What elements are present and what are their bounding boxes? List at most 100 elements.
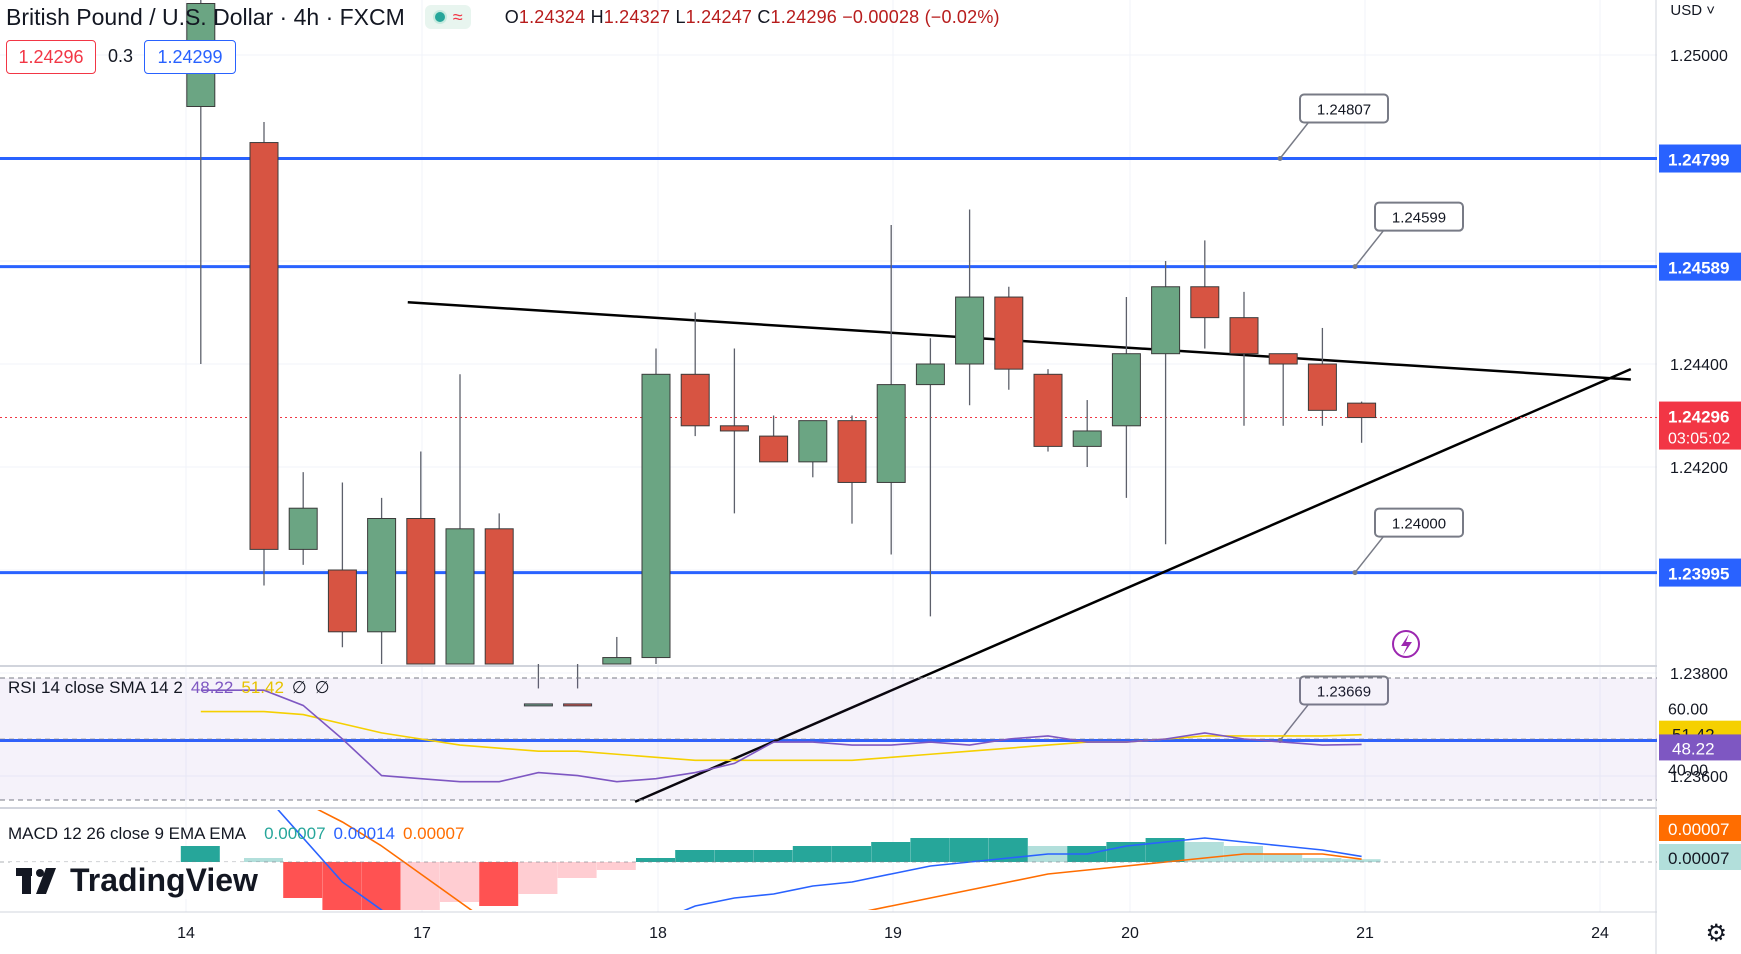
macd-hist-bar (1106, 842, 1146, 862)
candle (249, 121, 279, 586)
price-axis[interactable]: 1.25000 1.24400 1.24200 1.23800 1.23600 1.247… (1657, 0, 1741, 954)
tradingview-logo[interactable]: TradingView (10, 862, 264, 899)
candle (680, 312, 710, 437)
candle (1307, 327, 1337, 426)
rsi-extra-2: ∅ (314, 678, 330, 697)
horizontal-levels[interactable]: 1.24807 1.24599 1.24000 1.23669 (0, 93, 1660, 743)
rsi-extra-1: ∅ (291, 678, 307, 697)
macd-hist-bar (871, 842, 911, 862)
currency-selector[interactable]: USD ˅ (1670, 2, 1715, 19)
candle-body (1111, 353, 1141, 427)
ohlc-readout: O1.24324 H1.24327 L1.24247 C1.24296 −0.0… (504, 6, 1000, 27)
macd-hist-bar (283, 862, 323, 898)
price-tick: 1.23800 (1670, 666, 1728, 683)
candle (1347, 401, 1377, 443)
macd-hist-bar (792, 846, 832, 862)
macd-legend[interactable]: MACD 12 26 close 9 EMA EMA 0.00007 0.000… (8, 824, 464, 844)
candle (288, 472, 318, 565)
rsi-value: 48.22 (190, 678, 234, 697)
sell-button[interactable]: 1.24296 (6, 40, 96, 74)
candles (186, 0, 1377, 707)
callout-box (1299, 675, 1389, 706)
callout-anchor (1352, 264, 1358, 270)
market-status-toggle[interactable]: ≈ (424, 5, 471, 29)
macd-signal-line (317, 810, 1362, 910)
candle-body (837, 420, 867, 483)
macd-pane (0, 810, 1660, 910)
macd-hist-bar (440, 862, 479, 902)
last-price-countdown: 03:05:02 (1668, 431, 1730, 448)
candle (1072, 400, 1102, 467)
macd-label: MACD 12 26 close 9 EMA EMA (8, 824, 247, 843)
candle (1229, 291, 1259, 426)
candle-body (327, 569, 357, 633)
candle (837, 415, 867, 524)
macd-hist-bar (675, 850, 715, 862)
candle (523, 664, 553, 707)
wave-icon: ≈ (452, 6, 463, 27)
time-tick: 21 (1356, 925, 1374, 942)
macd-line (277, 810, 1362, 910)
candle (1111, 297, 1141, 498)
macd-hist-bar (244, 858, 283, 862)
macd-hist-label: 0.00007 (1668, 849, 1729, 868)
time-tick: 18 (649, 925, 667, 942)
callout-anchor (1352, 570, 1358, 576)
candle (994, 286, 1024, 390)
candle-body (563, 703, 593, 707)
chevron-down-icon: ˅ (1702, 2, 1715, 19)
candle-body (1072, 430, 1102, 447)
macd-hist-bar (596, 862, 636, 870)
brand-name: TradingView (70, 862, 258, 898)
price-level-label-bg (1659, 558, 1741, 587)
macd-hist-bar (1341, 859, 1381, 862)
callout-pointer (1354, 534, 1386, 574)
price-level-label: 1.24589 (1668, 259, 1729, 278)
macd-value: 0.00014 (333, 824, 395, 843)
alert-icon[interactable] (1392, 630, 1420, 658)
candle (406, 451, 436, 665)
candle-body (367, 518, 397, 633)
gear-icon[interactable]: ⚙ (1705, 920, 1727, 947)
time-axis[interactable]: 14 17 18 19 20 21 24 (177, 925, 1609, 942)
chart-header: British Pound / U.S. Dollar · 4h · FXCM … (6, 2, 1000, 32)
candle (798, 420, 828, 478)
candle (1033, 369, 1063, 452)
price-level-label: 1.24799 (1668, 151, 1729, 170)
callout-pointer (1279, 702, 1311, 741)
candle-body (1151, 286, 1181, 355)
rsi-value-label-bg (1659, 734, 1741, 761)
candle-body (445, 528, 475, 665)
macd-hist-label-bg (1659, 844, 1741, 870)
candle-body (641, 373, 671, 659)
price-level-label: 1.23995 (1668, 565, 1729, 584)
tv-logo-icon (16, 867, 56, 894)
price-tick: 1.24400 (1670, 357, 1728, 374)
macd-hist-bar (832, 846, 871, 862)
rsi-legend[interactable]: RSI 14 close SMA 14 2 48.22 51.42 ∅ ∅ (8, 678, 330, 698)
candle-body (406, 518, 436, 665)
symbol-title[interactable]: British Pound / U.S. Dollar · 4h · FXCM (6, 3, 405, 30)
candle-body (1307, 363, 1337, 411)
candle (955, 209, 985, 406)
buy-button[interactable]: 1.24299 (144, 40, 236, 74)
price-tick: 1.23600 (1670, 769, 1728, 786)
candle-body (955, 296, 985, 365)
trendline (634, 368, 1632, 803)
rsi-label: RSI 14 close SMA 14 2 (8, 678, 183, 697)
rsi-sma-value: 51.42 (241, 678, 284, 697)
candle-body (1268, 353, 1298, 365)
callout-box (1374, 201, 1464, 232)
candle (641, 348, 671, 664)
price-tick: 1.24200 (1670, 460, 1728, 477)
candle (876, 224, 906, 555)
macd-hist-bar (949, 838, 989, 862)
candle-body (249, 142, 279, 550)
callout-label: 1.24599 (1392, 210, 1446, 227)
macd-hist-bar (479, 862, 519, 906)
rsi-line (200, 689, 1362, 783)
callout-box (1299, 93, 1389, 124)
macd-hist-bar (1263, 854, 1303, 862)
candle-body (876, 384, 906, 483)
